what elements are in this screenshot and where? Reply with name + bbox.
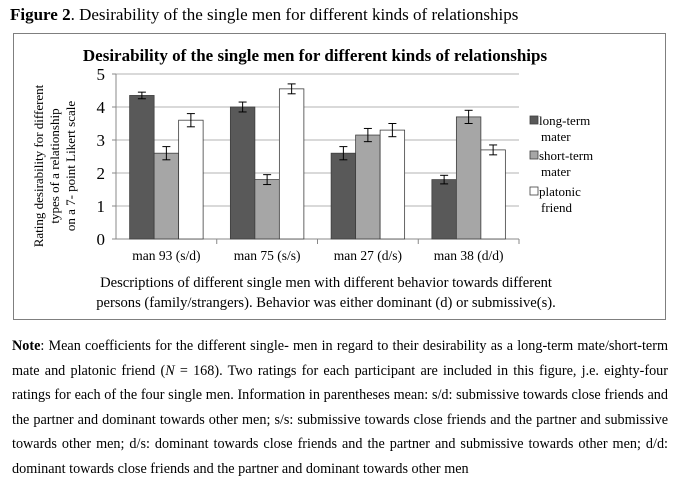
- note-text-1: : Mean coefficients for the different si…: [12, 338, 668, 379]
- legend-label: platonic: [539, 184, 581, 199]
- y-axis-label: on a 7- point Likert scale: [63, 101, 78, 232]
- legend-label: friend: [541, 200, 573, 215]
- legend-label: mater: [541, 164, 571, 179]
- y-tick-label: 1: [97, 197, 106, 216]
- note-text-2: = 168). Two ratings for each participant…: [12, 362, 669, 477]
- x-tick-label: man 75 (s/s): [234, 248, 301, 263]
- bar-chart: Desirability of the single men for diffe…: [31, 46, 593, 311]
- x-axis-label: persons (family/strangers). Behavior was…: [96, 295, 556, 311]
- bar: [153, 152, 180, 240]
- figure-title: Figure 2. Desirability of the single men…: [10, 5, 518, 25]
- legend-swatch: [529, 186, 539, 196]
- bar: [431, 179, 457, 240]
- chart-frame: [13, 33, 666, 320]
- x-tick-label: man 38 (d/d): [434, 248, 504, 263]
- x-tick-label: man 27 (d/s): [334, 248, 402, 263]
- legend-label: long-term: [539, 113, 590, 128]
- y-tick-label: 2: [97, 164, 106, 183]
- y-tick-label: 0: [97, 230, 106, 249]
- y-tick-label: 3: [97, 131, 106, 150]
- bar: [129, 95, 155, 240]
- bar: [229, 106, 256, 240]
- bar: [278, 88, 305, 240]
- legend-swatch: [529, 115, 539, 125]
- note-n-symbol: N: [165, 362, 175, 379]
- bar: [455, 116, 482, 240]
- chart-title: Desirability of the single men for diffe…: [83, 46, 548, 65]
- x-axis-label: Descriptions of different single men wit…: [100, 275, 552, 291]
- figure-note: Note: Mean coefficients for the differen…: [12, 334, 668, 481]
- bar: [355, 134, 381, 240]
- legend-label: short-term: [539, 148, 593, 163]
- figure-caption: . Desirability of the single men for dif…: [70, 5, 519, 24]
- y-tick-label: 5: [97, 65, 106, 84]
- legend-swatch: [529, 150, 539, 160]
- legend-label: mater: [541, 129, 571, 144]
- figure-label: Figure 2: [10, 5, 71, 24]
- bar: [330, 152, 357, 240]
- bar: [254, 179, 280, 240]
- y-tick-label: 4: [97, 98, 106, 117]
- y-axis-label: types of a relationship: [47, 108, 62, 223]
- bar: [379, 129, 406, 240]
- x-tick-label: man 93 (s/d): [132, 248, 200, 263]
- note-label: Note: [12, 338, 41, 354]
- bar: [480, 149, 506, 240]
- y-axis-label: Rating desirability for different: [31, 84, 46, 247]
- bar: [178, 119, 204, 240]
